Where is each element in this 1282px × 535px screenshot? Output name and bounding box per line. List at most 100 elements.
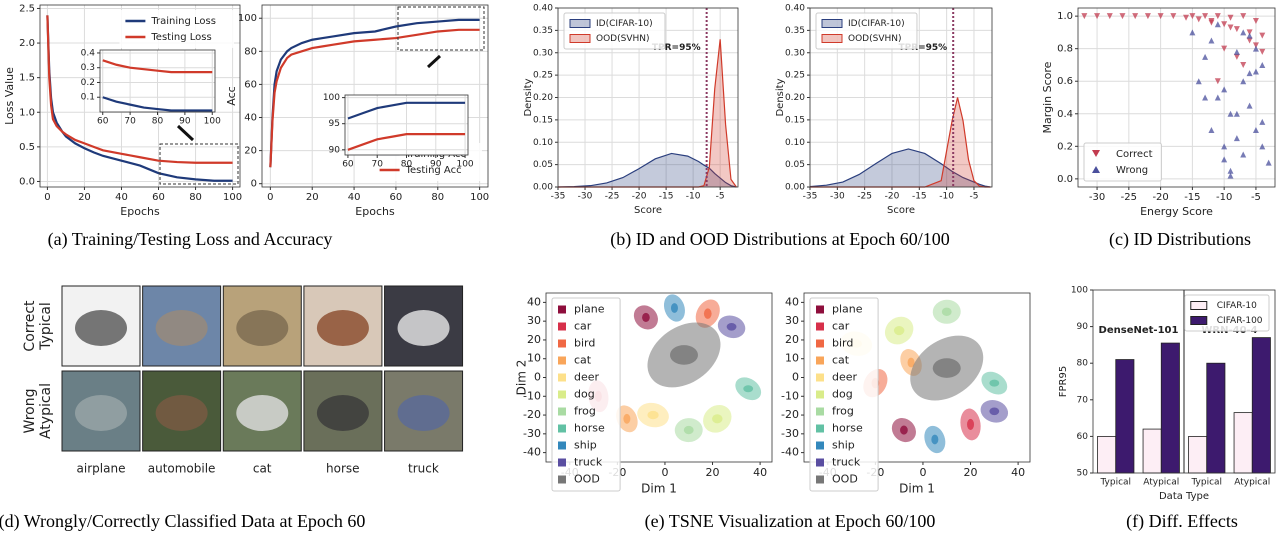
y-tick-label: 100 [238,13,257,24]
legend-label: cat [574,354,592,367]
y-tick-label: 60 [1077,432,1089,442]
x-tick-label: Typical [1099,478,1131,488]
legend-label: frog [832,405,854,418]
x-tick-label: 40 [1011,466,1025,479]
column-label: truck [408,462,439,476]
y-tick-label: -40 [781,446,799,459]
legend-swatch [558,306,566,314]
legend-swatch [558,425,566,433]
x-tick-label: 0 [267,192,273,203]
y-tick-label: 0.05 [785,160,805,170]
y-tick-label: -40 [523,446,541,459]
y-axis-label: Density [523,78,534,116]
legend-label: OOD [574,473,600,486]
legend-label: ID(CIFAR-10) [848,19,905,29]
x-tick-label: -10 [1216,192,1232,203]
y-tick-label: -30 [523,427,541,440]
y-tick-label: 20 [244,146,257,157]
legend-swatch [558,408,566,416]
y-tick-label: 0.30 [533,48,553,58]
legend-label: plane [832,303,863,316]
cluster-core [933,358,961,378]
legend-label: OOD(SVHN) [596,34,650,44]
bar [1189,436,1207,473]
legend-swatch [816,374,824,382]
legend-swatch [558,459,566,467]
legend-label: Training Loss [150,16,216,27]
y-tick-label: 0.10 [785,138,805,148]
caption: (f) Diff. Effects [1126,511,1238,532]
bar [1098,436,1116,473]
x-tick-label: 70 [124,117,136,127]
legend-label: plane [574,303,605,316]
panels: 0.00.51.01.52.02.5020406080100EpochsLoss… [3,3,1275,502]
x-tick-label: -35 [803,192,818,202]
x-tick-label: 100 [456,160,473,170]
x-tick-label: 90 [179,117,191,127]
legend-label: cat [832,354,850,367]
x-tick-label: 70 [371,160,383,170]
y-tick-label: 60 [244,79,257,90]
bar [1252,338,1270,473]
x-tick-label: 80 [152,117,164,127]
x-tick-label: -20 [885,192,900,202]
image-subject [236,395,288,431]
legend-swatch [1191,317,1207,325]
y-axis-label: Dim 2 [515,360,529,396]
x-tick-label: 80 [401,160,413,170]
y-tick-label: 0.05 [533,160,553,170]
legend-label: deer [574,371,600,384]
cluster-core [743,385,753,392]
image-subject [317,310,369,346]
y-tick-label: 30 [785,314,799,327]
column-label: automobile [148,462,216,476]
cluster-core [894,326,905,335]
x-axis-label: Epochs [355,205,395,218]
legend-label: OOD [832,473,858,486]
x-tick-label: 60 [342,160,354,170]
y-axis-label: Acc [225,86,238,105]
y-tick-label: 0.35 [533,26,553,36]
legend-label: Correct [1116,149,1153,160]
x-tick-label: 40 [753,466,767,479]
legend-swatch [558,391,566,399]
y-tick-label: 0.8 [1057,44,1073,55]
y-tick-label: 0 [251,179,257,190]
y-tick-label: 0.20 [785,93,805,103]
row-label: Correct [22,300,38,352]
legend-label: car [832,320,850,333]
x-tick-label: 0 [44,192,50,203]
cluster-core [623,414,630,424]
y-axis-label: FPR95 [1058,366,1069,397]
y-tick-label: 0.2 [1057,141,1073,152]
x-axis-label: Score [634,205,662,216]
legend-label: dog [574,388,595,401]
legend-swatch [570,20,590,28]
cluster-core [900,426,908,435]
x-tick-label: 0 [919,466,926,479]
row-label: Typical [38,302,54,351]
x-tick-label: Atypical [1143,478,1179,488]
x-tick-label: -25 [1121,192,1137,203]
legend-swatch [816,323,824,331]
row-label: Atypical [38,383,54,439]
image-subject [156,395,208,431]
y-tick-label: 0.4 [81,48,96,58]
caption: (a) Training/Testing Loss and Accuracy [48,229,333,250]
legend-label: horse [574,422,605,435]
y-tick-label: 20 [785,333,799,346]
image-subject [75,395,127,431]
x-tick-label: -10 [686,192,701,202]
legend-label: bird [832,337,853,350]
y-tick-label: 0.30 [785,48,805,58]
y-tick-label: 0 [534,371,541,384]
legend-swatch [558,442,566,450]
cluster-core [989,407,999,415]
caption: (c) ID Distributions [1109,229,1251,250]
y-tick-label: 0.15 [785,115,805,125]
y-tick-label: 30 [527,314,541,327]
y-tick-label: 40 [244,113,257,124]
x-tick-label: 20 [306,192,319,203]
bar [1161,343,1179,473]
x-tick-label: 100 [204,117,221,127]
